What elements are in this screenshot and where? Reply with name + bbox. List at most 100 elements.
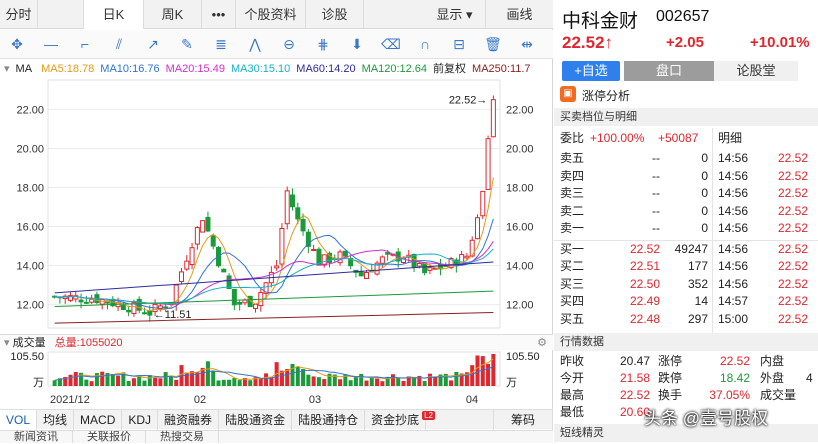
indicator-tab-1[interactable]: 均线 <box>37 409 75 430</box>
level-price: 22.51 <box>629 259 660 273</box>
volume-bar <box>68 374 73 386</box>
expand-icon[interactable]: ⇹ <box>521 35 533 52</box>
volume-bar <box>153 377 158 386</box>
level-label: 买一 <box>560 241 585 256</box>
quote-key: 今开 <box>560 371 585 385</box>
volume-bar <box>369 377 374 386</box>
volume-bar <box>158 378 163 386</box>
indicator-tab-0[interactable]: VOL <box>0 409 38 430</box>
tab-diagnose[interactable]: 诊股 <box>306 0 364 29</box>
volume-bar <box>258 378 263 386</box>
indicator-tab-6[interactable]: 陆股通持仓 <box>292 409 366 430</box>
y-tick-right: 22.00 <box>506 104 534 116</box>
tab-rik[interactable]: 日K <box>84 0 144 29</box>
fan-tool-icon[interactable]: ⫽ <box>115 35 123 52</box>
candle-body <box>469 239 475 257</box>
indicator-tab-3[interactable]: KDJ <box>122 409 159 430</box>
level-label: 买四 <box>560 294 585 308</box>
gann-tool-icon[interactable]: ⋕ <box>317 35 329 52</box>
volume-bar <box>417 375 422 386</box>
quote-key: 外盘 <box>760 371 785 385</box>
tab-zhouk[interactable]: 周K <box>144 0 202 29</box>
stock-price: 22.52↑ <box>562 33 613 53</box>
indicator-tab-5[interactable]: 陆股通资金 <box>219 409 293 430</box>
line-tool-icon[interactable]: — <box>44 36 58 52</box>
volume-total: 总量:1055020 <box>54 337 123 349</box>
volume-chart[interactable]: 105.50 万 105.50 万 2021/12 02 03 04 <box>0 350 553 408</box>
level-label: 卖二 <box>560 203 585 218</box>
candle-body <box>485 138 491 190</box>
level-volume: 0 <box>701 168 708 183</box>
magnet-icon[interactable]: ∩ <box>419 36 431 52</box>
lock-icon[interactable]: ⊟ <box>453 35 465 52</box>
volume-bar <box>375 378 380 386</box>
y-tick-left: 22.00 <box>16 104 44 116</box>
volume-bar <box>264 373 269 386</box>
ma-legend-item: MA30:15.10 <box>230 63 291 75</box>
volume-bar <box>401 380 406 386</box>
pencil-tool-icon[interactable]: ✎ <box>181 35 193 52</box>
collapse-arrow-icon[interactable]: ▾ <box>4 63 10 75</box>
volume-bar <box>232 378 237 386</box>
candle-body <box>189 247 195 266</box>
volume-bar <box>184 372 189 386</box>
tick-price: 22.52 <box>777 168 808 183</box>
volume-frame <box>47 351 501 387</box>
volume-bar <box>480 356 485 386</box>
display-dropdown[interactable]: 显示 ▾ <box>424 0 486 29</box>
bid-row: 买一 22.52 49247 14:56 22.52 <box>554 241 818 258</box>
bid-row: 买四 22.49 14 14:57 22.52 <box>554 293 818 310</box>
limit-up-analysis-link[interactable]: 涨停分析 <box>582 89 631 103</box>
candle-body <box>490 99 496 138</box>
cycle-tool-icon[interactable]: ⊖ <box>283 35 295 52</box>
collapse-arrow-icon[interactable]: ▾ <box>4 337 10 349</box>
eraser-icon[interactable]: ⌫ <box>381 35 401 52</box>
arrow-down-tool-icon[interactable]: ⬇ <box>351 35 363 52</box>
volume-bar <box>205 361 210 386</box>
tab-news[interactable]: 新闻资讯 <box>0 431 73 443</box>
weibi-label: 委比 <box>560 131 585 145</box>
tick-time: 15:00 <box>718 311 749 326</box>
fib-tool-icon[interactable]: ≣ <box>215 35 227 52</box>
tick-time: 14:56 <box>718 221 749 235</box>
tab-forum[interactable]: 论股堂 <box>714 61 798 81</box>
indicator-tab-2[interactable]: MACD <box>74 409 123 430</box>
tab-stock-profile[interactable]: 个股资料 <box>236 0 306 29</box>
draw-line-button[interactable]: 画线 <box>486 0 553 29</box>
add-watchlist-button[interactable]: +自选 <box>562 61 620 81</box>
tab-hot[interactable]: 热搜交易 <box>146 431 219 443</box>
tab-pankou[interactable]: 盘口 <box>624 61 714 81</box>
quote-value: 21.58 <box>619 371 650 385</box>
min-price-label: ←11.51 <box>154 309 192 321</box>
quote-key: 内盘 <box>760 354 785 368</box>
crosshair-icon[interactable]: ✥ <box>11 35 23 52</box>
candle-body <box>78 299 84 303</box>
tab-fenshi[interactable]: 分时 <box>0 0 38 29</box>
channel-tool-icon[interactable]: ↗ <box>147 35 159 52</box>
volume-bar <box>359 373 364 386</box>
level-price: -- <box>652 186 660 200</box>
wave-tool-icon[interactable]: ⋀ <box>249 35 261 52</box>
candle-body <box>237 302 243 305</box>
trash-icon[interactable]: 🗑 <box>484 35 502 52</box>
indicator-tab-8[interactable]: 筹码 <box>493 409 553 430</box>
rect-tool-icon[interactable]: ⌐ <box>80 36 90 52</box>
quote-value: 18.42 <box>719 371 750 385</box>
indicator-tab-7[interactable]: 资金抄底 <box>365 409 427 430</box>
volume-bar <box>348 380 353 386</box>
candle-body <box>131 302 137 315</box>
more-tabs-button[interactable]: ••• <box>202 0 236 29</box>
volume-bar <box>52 380 57 386</box>
tab-related[interactable]: 关联报价 <box>73 431 146 443</box>
candle-body <box>427 267 433 271</box>
volume-bar <box>63 377 68 386</box>
candle-body <box>120 304 126 310</box>
candlestick-chart[interactable]: 22.00 22.00 20.00 20.00 18.00 18.00 16.00 16.00… <box>0 78 553 333</box>
watermark: 头条 @壹号股权 <box>644 409 768 428</box>
tick-time: 14:56 <box>718 151 749 165</box>
candle-body <box>221 268 227 273</box>
candle-body <box>284 190 290 225</box>
indicator-tab-4[interactable]: 融资融券 <box>158 409 220 430</box>
settings-icon[interactable]: ⚙ <box>537 337 547 349</box>
candle-body <box>416 263 422 267</box>
